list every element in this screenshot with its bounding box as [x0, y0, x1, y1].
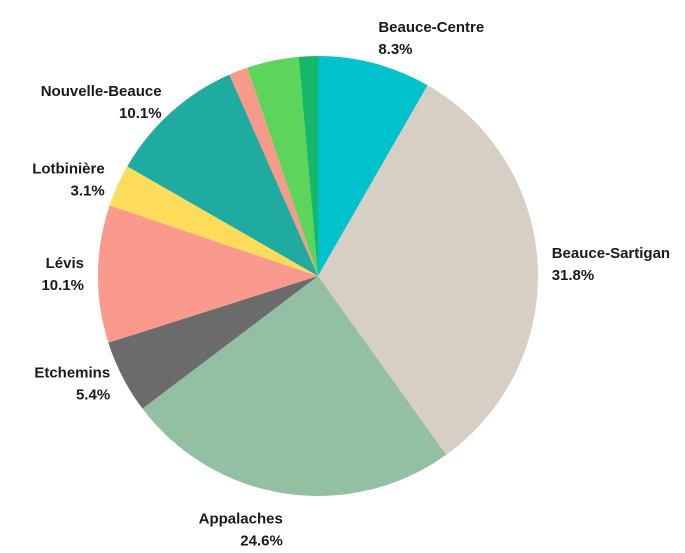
slice-value: 3.1% [71, 183, 105, 200]
slice-value: 5.4% [76, 387, 110, 404]
pie-slice [318, 56, 428, 276]
slice-value: 31.8% [552, 267, 595, 284]
pie-slice [109, 166, 319, 276]
pie-slice [318, 85, 538, 455]
slice-label: Nouvelle-Beauce [41, 83, 162, 100]
pie-slice [127, 74, 318, 276]
slice-label: Lotbinière [32, 161, 105, 178]
slice-value: 10.1% [119, 105, 162, 122]
pie-slice [229, 67, 318, 277]
slice-label: Etchemins [34, 365, 110, 382]
slice-value: 10.1% [41, 277, 84, 294]
pie-slice [108, 276, 318, 409]
slice-value: 8.3% [378, 41, 412, 58]
pie-slice [247, 56, 318, 277]
slice-label: Appalaches [199, 510, 283, 527]
slice-value: 24.6% [240, 532, 283, 549]
slice-label: Beauce-Centre [378, 19, 484, 36]
pie-slice [142, 276, 447, 496]
slice-label: Beauce-Sartigan [552, 245, 670, 262]
pie-slice [298, 56, 318, 276]
slice-label: Lévis [46, 255, 84, 272]
pie-slice [97, 205, 319, 343]
